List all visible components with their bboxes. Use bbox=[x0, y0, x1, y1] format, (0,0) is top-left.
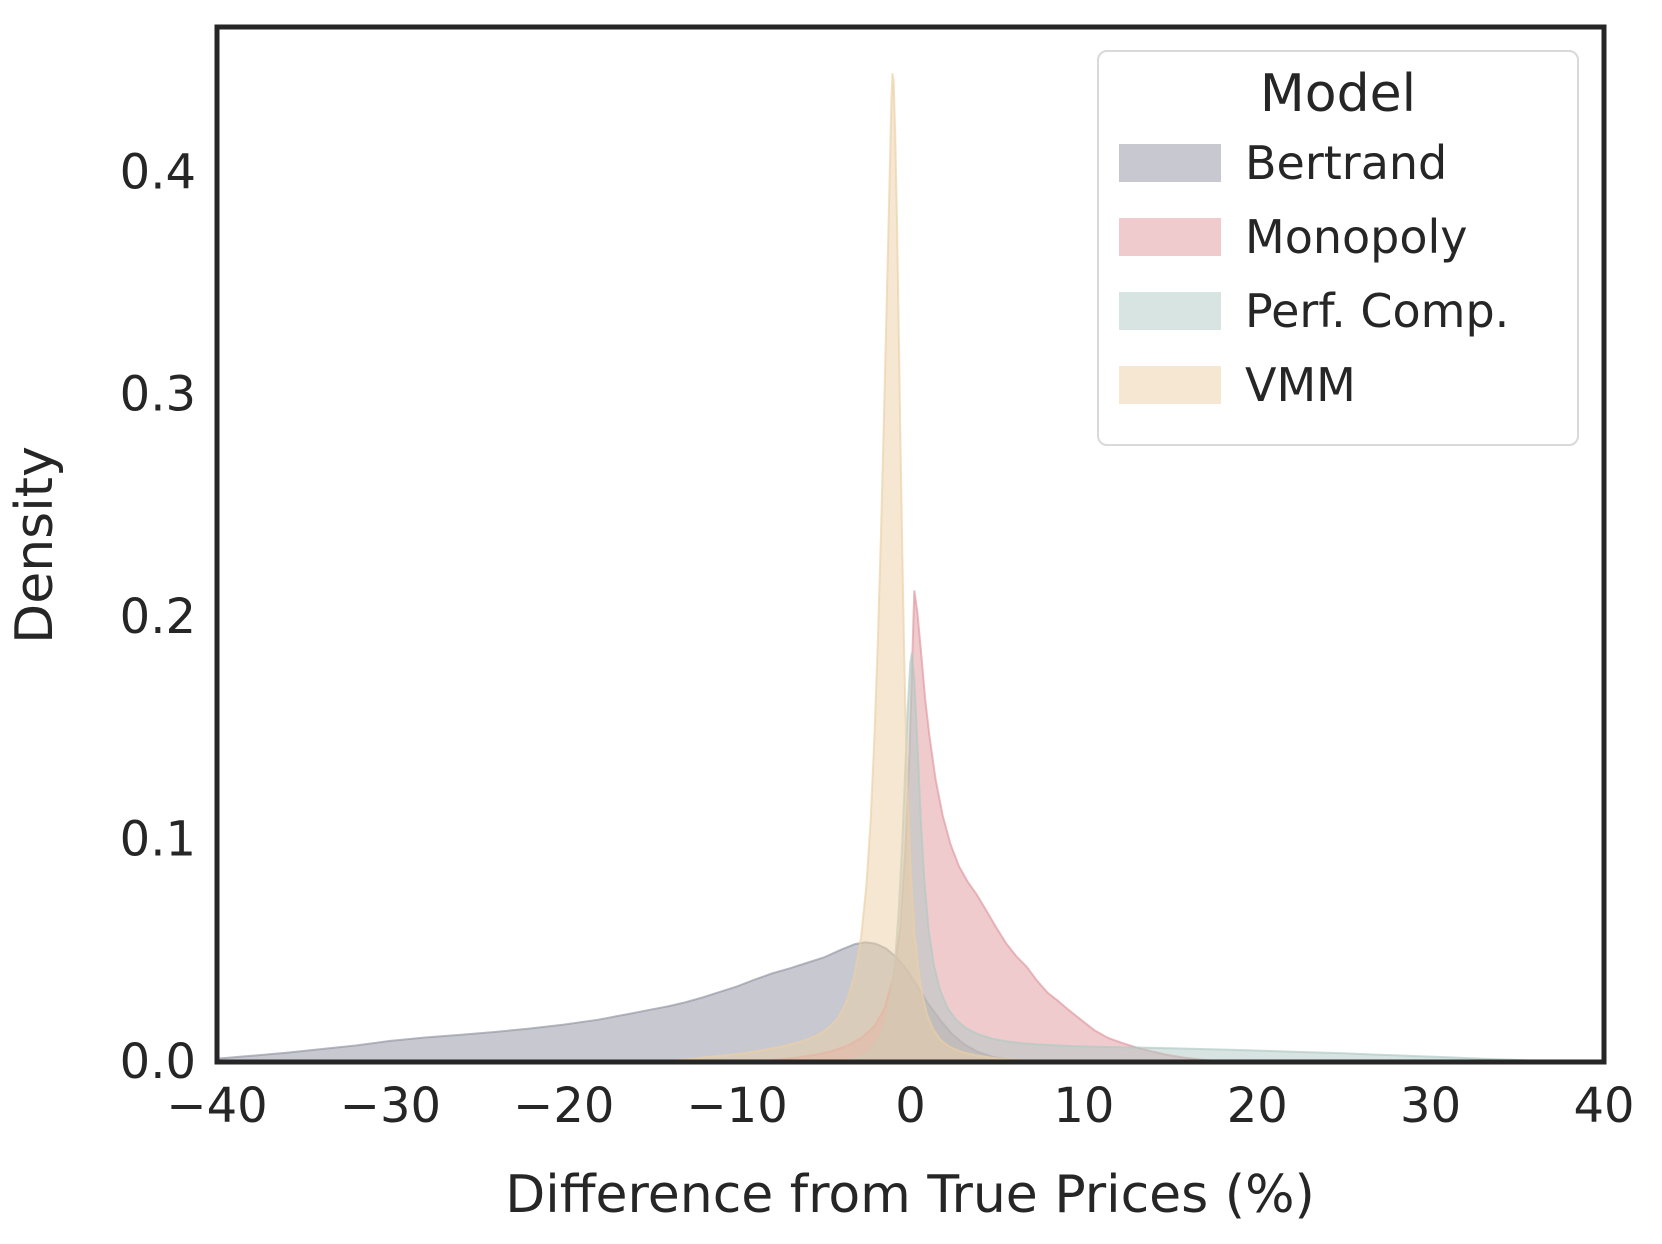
legend-box: Model Bertrand Monopoly Perf. Comp. VMM bbox=[1097, 50, 1579, 446]
legend-swatch bbox=[1119, 218, 1221, 256]
x-tick-label: 30 bbox=[1400, 1078, 1461, 1134]
legend-label: Monopoly bbox=[1245, 210, 1468, 264]
y-tick-label: 0.0 bbox=[120, 1034, 196, 1090]
legend-swatch bbox=[1119, 292, 1221, 330]
x-tick-label: −40 bbox=[166, 1078, 267, 1134]
x-tick-label: −20 bbox=[513, 1078, 614, 1134]
kde-series-group bbox=[216, 73, 1580, 1063]
legend-label: Perf. Comp. bbox=[1245, 284, 1510, 338]
legend-rows: Bertrand Monopoly Perf. Comp. VMM bbox=[1099, 126, 1577, 422]
legend-label: VMM bbox=[1245, 358, 1356, 412]
y-tick-label: 0.3 bbox=[120, 367, 196, 423]
x-tick-label: −30 bbox=[340, 1078, 441, 1134]
x-axis-ticks: −40 −30 −20 −10 0 10 20 30 40 bbox=[166, 1078, 1634, 1134]
x-tick-label: −10 bbox=[686, 1078, 787, 1134]
plot-spines bbox=[214, 24, 1607, 1065]
y-tick-label: 0.1 bbox=[120, 812, 196, 868]
kde-area-vmm bbox=[650, 73, 1050, 1063]
y-axis-ticks: 0.0 0.1 0.2 0.3 0.4 bbox=[120, 144, 196, 1090]
y-axis-label: Density bbox=[5, 446, 65, 644]
legend-item-bertrand: Bertrand bbox=[1099, 126, 1577, 200]
y-tick-label: 0.2 bbox=[120, 589, 196, 645]
legend-label: Bertrand bbox=[1245, 136, 1448, 190]
legend-item-monopoly: Monopoly bbox=[1099, 200, 1577, 274]
x-tick-label: 0 bbox=[895, 1078, 926, 1134]
legend-title: Model bbox=[1259, 64, 1417, 124]
x-axis-label: Difference from True Prices (%) bbox=[505, 1165, 1315, 1225]
y-tick-label: 0.4 bbox=[120, 144, 196, 200]
legend-item-perf-comp: Perf. Comp. bbox=[1099, 274, 1577, 348]
legend-item-vmm: VMM bbox=[1099, 348, 1577, 422]
x-tick-label: 10 bbox=[1053, 1078, 1114, 1134]
x-tick-label: 40 bbox=[1573, 1078, 1634, 1134]
legend-swatch bbox=[1119, 366, 1221, 404]
x-tick-label: 20 bbox=[1227, 1078, 1288, 1134]
legend-swatch bbox=[1119, 144, 1221, 182]
